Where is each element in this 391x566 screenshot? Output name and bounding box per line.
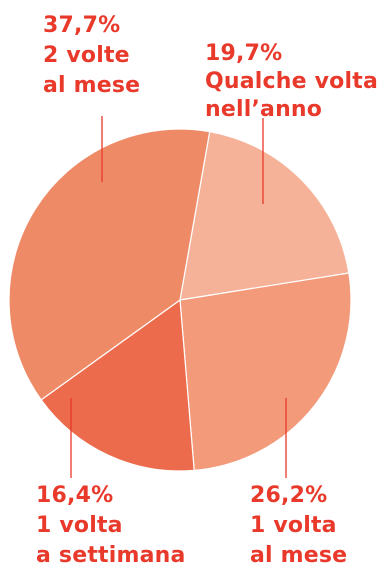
slice-percent-label: 37,7%: [43, 13, 120, 38]
slice-category-label: 1 volta: [250, 513, 337, 538]
pie-slice-1: [179, 130, 350, 301]
slice-category-label: 2 volte: [43, 43, 130, 68]
slice-labels: 19,7% Qualche volta nell’anno 26,2% 1 volta a…: [36, 13, 378, 566]
pie-slice-3: [40, 298, 195, 472]
slice-label-2: 26,2% 1 volta al mese: [250, 483, 347, 566]
slice-category-label: al mese: [250, 543, 347, 566]
pie-slices: [8, 128, 352, 472]
pie-slice-4: [8, 128, 211, 401]
slice-label-3: 16,4% 1 volta a settimana: [36, 483, 186, 566]
slice-category-label: Qualche volta: [205, 69, 378, 94]
pie-slice-2: [179, 272, 352, 472]
slice-category-label: nell’anno: [205, 97, 322, 122]
slice-percent-label: 26,2%: [250, 483, 327, 508]
slice-category-label: 1 volta: [36, 513, 123, 538]
slice-category-label: a settimana: [36, 543, 186, 566]
slice-label-1: 19,7% Qualche volta nell’anno: [205, 41, 378, 122]
slice-label-4: 37,7% 2 volte al mese: [43, 13, 140, 98]
slice-category-label: al mese: [43, 73, 140, 98]
slice-percent-label: 19,7%: [205, 41, 282, 66]
slice-percent-label: 16,4%: [36, 483, 113, 508]
leader-lines: [70, 116, 287, 478]
